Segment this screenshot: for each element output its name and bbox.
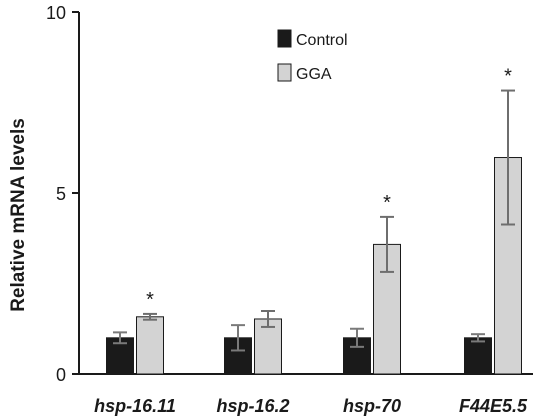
y-tick-label: 0 xyxy=(56,365,66,385)
x-tick-label: hsp-70 xyxy=(343,396,401,416)
bar-gga-0 xyxy=(136,316,164,375)
x-tick-label: hsp-16.11 xyxy=(94,396,176,416)
y-axis-label: Relative mRNA levels xyxy=(8,118,29,312)
significance-marker: * xyxy=(504,66,512,88)
legend-swatch-control xyxy=(277,29,292,48)
x-tick-label: F44E5.5 xyxy=(459,396,528,416)
x-tick-label: hsp-16.2 xyxy=(216,396,289,416)
legend-label-control: Control xyxy=(296,32,348,49)
significance-marker: * xyxy=(383,192,391,214)
legend-label-gga: GGA xyxy=(296,66,332,83)
y-tick-label: 5 xyxy=(56,184,66,204)
bar-control-2 xyxy=(343,337,371,375)
plot-area: 0 5 10 * hsp-16.11 hsp-16.2 * hsp-70 * F44E5.5 xyxy=(46,3,533,416)
legend-swatch-gga xyxy=(277,63,292,82)
legend: Control GGA xyxy=(277,29,348,83)
y-tick-label: 10 xyxy=(46,3,66,23)
bar-control-3 xyxy=(464,337,492,375)
bar-gga-1 xyxy=(254,318,282,375)
significance-marker: * xyxy=(146,289,154,311)
